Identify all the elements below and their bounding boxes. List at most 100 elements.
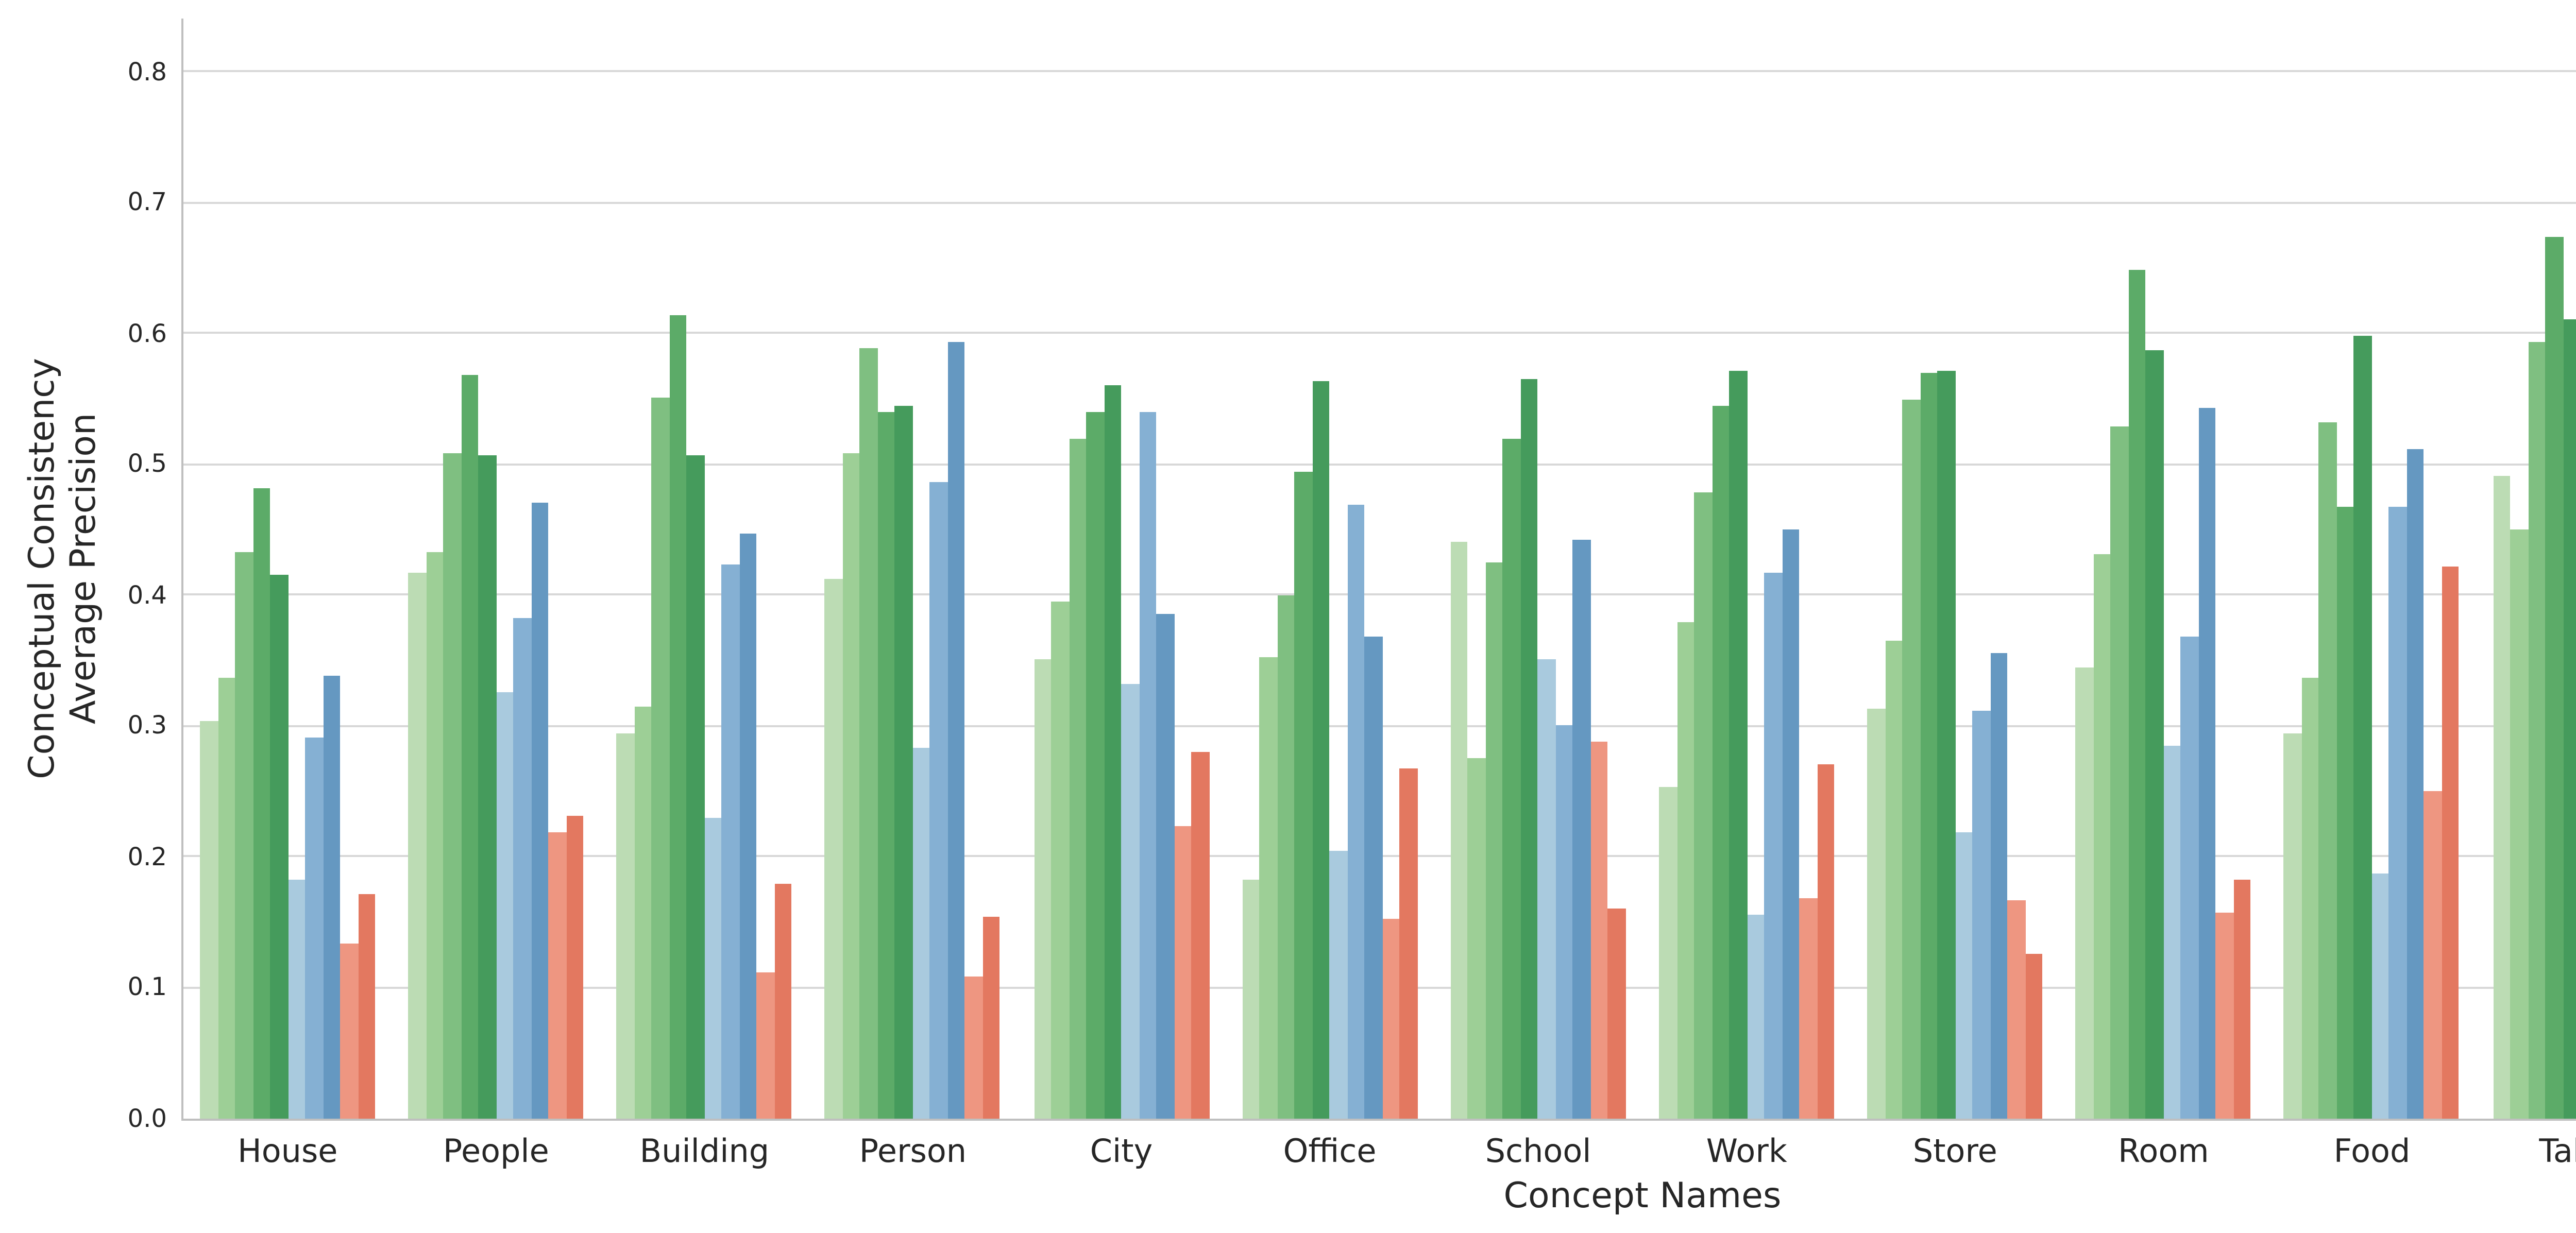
bar-building-gpt-125m: [704, 817, 722, 1119]
bar-food-gpt-6b: [2406, 450, 2425, 1119]
y-tick-label: 0.8: [127, 57, 167, 86]
bar-building-opt-30b: [669, 316, 687, 1119]
bar-people-opt-66b: [478, 456, 496, 1119]
bar-store-opt-350m: [1867, 709, 1885, 1119]
y-tick-label: 0.7: [127, 187, 167, 217]
bar-store-gpt-6b: [1990, 653, 2008, 1119]
bar-group-food: [2268, 19, 2477, 1119]
bar-person-opt-1-3b: [842, 452, 860, 1119]
bar-work-gpt-6b: [1782, 529, 1800, 1119]
bar-food-t0-11b: [2442, 566, 2460, 1119]
bar-person-gpt-6b: [947, 342, 965, 1119]
bar-people-gpt-2-7b: [513, 619, 531, 1119]
bar-table-opt-13b: [2528, 342, 2546, 1119]
gridline-y-0.6: [183, 332, 2576, 334]
bar-food-opt-350m: [2284, 732, 2302, 1119]
bar-school-t0-3b: [1590, 741, 1608, 1119]
bar-work-opt-13b: [1694, 492, 1712, 1119]
bar-city-t0-11b: [1191, 752, 1209, 1119]
bar-food-t0-3b: [2424, 790, 2442, 1119]
bar-person-opt-13b: [860, 349, 878, 1119]
bar-group-house: [183, 19, 392, 1119]
bar-house-opt-13b: [235, 552, 253, 1119]
bar-store-gpt-125m: [1955, 832, 1973, 1119]
bar-food-gpt-125m: [2371, 872, 2389, 1119]
x-tick-label-city: City: [1090, 1133, 1153, 1170]
bar-group-table: [2476, 19, 2576, 1119]
bar-house-t0-11b: [358, 893, 376, 1119]
bar-group-people: [392, 19, 601, 1119]
bar-building-opt-350m: [617, 733, 635, 1119]
bar-food-opt-30b: [2336, 506, 2354, 1119]
bar-work-gpt-2-7b: [1764, 573, 1782, 1119]
bar-building-gpt-6b: [739, 533, 757, 1119]
bar-office-opt-350m: [1242, 880, 1260, 1119]
bar-food-opt-66b: [2354, 335, 2372, 1119]
bar-table-opt-1-3b: [2510, 529, 2528, 1119]
bar-city-gpt-6b: [1156, 613, 1174, 1119]
bar-office-t0-11b: [1400, 769, 1418, 1119]
bar-room-opt-1-3b: [2093, 554, 2111, 1119]
bar-school-opt-350m: [1450, 541, 1468, 1119]
bar-store-opt-13b: [1902, 400, 1920, 1119]
bar-house-t0-3b: [340, 944, 358, 1119]
x-tick-label-table: Table: [2539, 1133, 2576, 1170]
bar-group-school: [1434, 19, 1642, 1119]
bar-school-gpt-2-7b: [1555, 724, 1573, 1119]
x-axis-title: Concept Names: [1503, 1176, 1782, 1218]
y-tick-label: 0.6: [127, 318, 167, 348]
bar-building-opt-13b: [652, 398, 670, 1119]
bar-group-store: [1851, 19, 2060, 1119]
gridline-y-0.7: [183, 201, 2576, 203]
x-tick-label-work: Work: [1706, 1133, 1787, 1170]
bar-person-opt-66b: [895, 405, 913, 1119]
bar-person-t0-11b: [982, 917, 1001, 1119]
bar-building-opt-1-3b: [634, 706, 652, 1119]
bar-work-t0-11b: [1817, 764, 1835, 1119]
y-tick-label: 0.1: [127, 973, 167, 1002]
y-tick-label: 0.0: [127, 1104, 167, 1133]
bar-office-t0-3b: [1382, 919, 1400, 1119]
bar-group-work: [1642, 19, 1851, 1119]
bar-store-opt-1-3b: [1885, 641, 1903, 1119]
bar-food-opt-13b: [2319, 422, 2337, 1119]
bar-store-opt-66b: [1937, 370, 1955, 1119]
bar-people-opt-1-3b: [426, 552, 444, 1119]
y-tick-label: 0.4: [127, 580, 167, 610]
bar-house-gpt-125m: [287, 880, 306, 1119]
bar-city-opt-350m: [1033, 659, 1052, 1119]
bar-office-opt-66b: [1312, 380, 1330, 1119]
x-tick-label-office: Office: [1283, 1133, 1377, 1170]
bar-school-opt-30b: [1503, 439, 1521, 1119]
gridline-y-0.8: [183, 70, 2576, 73]
bar-table-opt-350m: [2493, 475, 2511, 1119]
gridline-y-0.4: [183, 594, 2576, 596]
bar-person-opt-30b: [877, 413, 895, 1119]
bar-house-opt-30b: [252, 489, 270, 1119]
bar-room-gpt-6b: [2198, 407, 2216, 1119]
bar-group-room: [2059, 19, 2268, 1119]
bar-school-gpt-125m: [1538, 659, 1556, 1119]
bar-people-gpt-6b: [531, 502, 549, 1119]
bar-office-opt-1-3b: [1260, 658, 1278, 1119]
bar-building-t0-11b: [774, 884, 792, 1119]
bar-work-opt-350m: [1659, 786, 1677, 1119]
bar-person-t0-3b: [965, 977, 983, 1119]
x-tick-label-room: Room: [2118, 1133, 2209, 1170]
y-tick-label: 0.2: [127, 842, 167, 871]
bar-people-opt-30b: [461, 375, 479, 1119]
bar-work-opt-66b: [1729, 370, 1747, 1119]
y-tick-label: 0.5: [127, 450, 167, 478]
bar-group-city: [1017, 19, 1226, 1119]
bar-office-gpt-2-7b: [1347, 504, 1365, 1119]
bar-office-opt-13b: [1277, 595, 1295, 1119]
bar-school-t0-11b: [1608, 907, 1626, 1119]
bar-building-gpt-2-7b: [722, 564, 740, 1119]
x-tick-label-people: People: [443, 1133, 549, 1170]
bar-food-gpt-2-7b: [2389, 506, 2407, 1119]
bar-table-opt-66b: [2563, 320, 2576, 1119]
bar-room-opt-13b: [2111, 427, 2129, 1119]
